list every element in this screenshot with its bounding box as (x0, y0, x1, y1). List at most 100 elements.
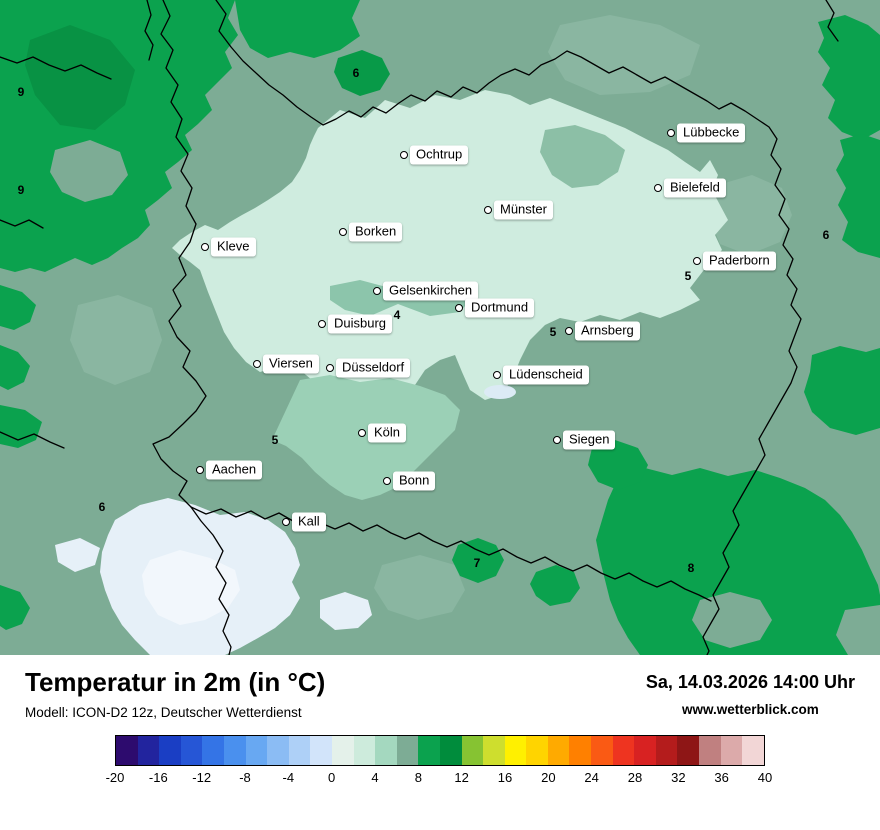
city-marker-dot (565, 327, 573, 335)
scale-tick-label: 8 (414, 770, 422, 785)
scale-color-segment (331, 736, 354, 765)
city-marker-dot (654, 184, 662, 192)
scale-color-segment (418, 736, 440, 765)
city-label: Lübbecke (677, 123, 746, 143)
city-label: Kleve (211, 237, 256, 257)
scale-color-segment (742, 736, 764, 765)
border-left-lower (0, 431, 65, 449)
scale-tick-label: -8 (239, 770, 251, 785)
scale-color-segment (137, 736, 160, 765)
city-marker-dot (318, 320, 326, 328)
scale-color-segment (612, 736, 635, 765)
scale-color-segment (483, 736, 505, 765)
city-label: Duisburg (328, 314, 393, 334)
temperature-value: 6 (352, 66, 360, 80)
temperature-color-scale: -20 -16 -12 -8 -4 0 4 8 12 16 20 24 28 32 36 40 (106, 735, 773, 786)
scale-color-segment (720, 736, 743, 765)
scale-tick-label: 16 (497, 770, 513, 785)
scale-tick-label: 36 (714, 770, 729, 785)
city-label: Arnsberg (575, 321, 640, 341)
border-left-mid (0, 219, 44, 229)
scale-color-segment (202, 736, 224, 765)
temperature-value: 9 (17, 85, 25, 99)
city-marker-dot (383, 477, 391, 485)
scale-color-segment (591, 736, 613, 765)
scale-tick-label: 32 (671, 770, 686, 785)
map-svg (0, 0, 880, 655)
scale-color-segment (396, 736, 419, 765)
scale-color-segment (655, 736, 678, 765)
city-marker-dot (253, 360, 261, 368)
scale-color-segment (547, 736, 570, 765)
scale-tick-label: 28 (627, 770, 643, 785)
border-topright (825, 0, 839, 42)
map-title: Temperatur in 2m (in °C) (25, 667, 326, 697)
border-topleft-2 (144, 0, 154, 61)
scale-color-segment (699, 736, 721, 765)
city-marker-dot (358, 429, 366, 437)
scale-tick-label: -4 (282, 770, 295, 785)
city-label: Aachen (206, 460, 263, 480)
scale-tick-label: 24 (584, 770, 599, 785)
scale-color-segment (569, 736, 592, 765)
city-label: Köln (368, 423, 407, 443)
footer-header: Temperatur in 2m (in °C) Modell: ICON-D2… (25, 667, 855, 720)
city-marker-dot (400, 151, 408, 159)
scale-color-segment (353, 736, 376, 765)
city-label: Kall (292, 512, 326, 532)
temperature-value: 8 (687, 561, 695, 575)
scale-color-segment (375, 736, 397, 765)
scale-color-segment (245, 736, 268, 765)
temperature-value: 4 (393, 308, 401, 322)
city-marker-dot (282, 518, 290, 526)
footer: Temperatur in 2m (in °C) Modell: ICON-D2… (0, 655, 880, 830)
scale-tick-labels: -20 -16 -12 -8 -4 0 4 8 12 16 20 24 28 32 36 40 (106, 770, 773, 786)
scale-tick-label: -16 (148, 770, 168, 785)
city-marker-dot (484, 206, 492, 214)
forecast-datetime: Sa, 14.03.2026 14:00 Uhr (645, 672, 855, 692)
city-label: Borken (349, 222, 403, 242)
city-marker-dot (667, 129, 675, 137)
city-label: Düsseldorf (336, 358, 411, 378)
city-marker-dot (373, 287, 381, 295)
city-label: Bielefeld (664, 178, 726, 198)
terrain-layer (0, 0, 880, 655)
scale-color-segment (461, 736, 484, 765)
temperature-map: 6 9 9 6 5 4 5 5 6 7 8 Ochtrup Lübbecke Bielefeld Müns… (0, 0, 880, 655)
city-marker-dot (693, 257, 701, 265)
scale-color-segment (288, 736, 311, 765)
city-marker-dot (339, 228, 347, 236)
city-marker-dot (455, 304, 463, 312)
scale-tick-label: 4 (371, 770, 379, 785)
scale-bar (115, 735, 765, 766)
city-marker-dot (553, 436, 561, 444)
city-label: Viersen (263, 354, 319, 374)
temperature-value: 9 (17, 183, 25, 197)
border-lines (0, 0, 839, 655)
scale-color-segment (267, 736, 289, 765)
city-label: Siegen (563, 430, 616, 450)
border-netherlands-belgium (152, 0, 232, 655)
scale-color-segment (180, 736, 203, 765)
city-label: Bonn (393, 471, 436, 491)
temperature-value: 5 (549, 325, 557, 339)
website-text: www.wetterblick.com (682, 702, 819, 717)
scale-color-segment (159, 736, 181, 765)
scale-color-segment (526, 736, 548, 765)
city-marker-dot (196, 466, 204, 474)
scale-color-segment (223, 736, 246, 765)
city-label: Münster (494, 200, 553, 220)
scale-tick-label: -20 (105, 770, 125, 785)
border-topleft-1 (0, 56, 112, 80)
scale-color-segment (634, 736, 656, 765)
scale-color-segment (310, 736, 332, 765)
city-label: Paderborn (703, 251, 776, 271)
scale-color-segment (677, 736, 700, 765)
temperature-value: 5 (271, 433, 279, 447)
scale-tick-label: -12 (192, 770, 212, 785)
scale-color-segment (504, 736, 527, 765)
city-label: Lüdenscheid (503, 365, 589, 385)
scale-tick-label: 20 (541, 770, 556, 785)
border-south (190, 506, 712, 602)
